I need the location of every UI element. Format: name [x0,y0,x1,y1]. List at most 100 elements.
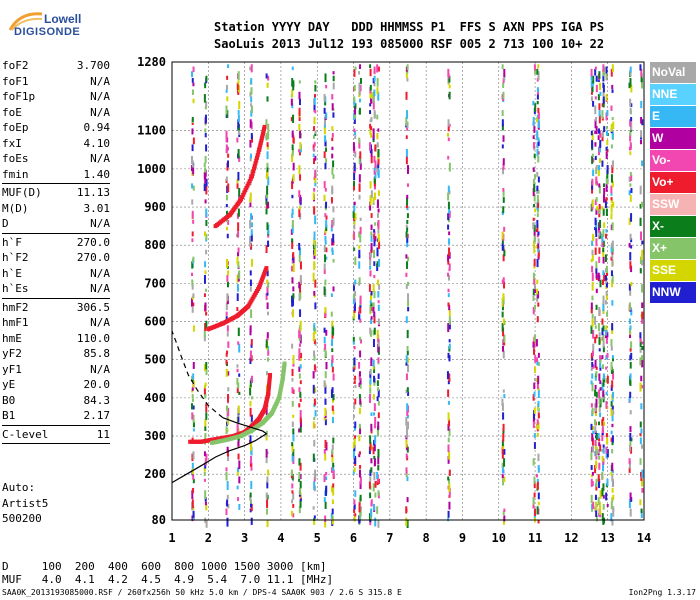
noise-speck [373,167,376,171]
param-value: 2.17 [83,409,111,422]
param-row: yE 20.0 [2,377,110,393]
noise-speck [324,240,327,245]
noise-speck [377,91,380,101]
x-tick-label: 9 [459,531,466,545]
noise-speck [313,158,316,165]
noise-speck [591,407,594,415]
noise-speck [537,501,540,506]
noise-speck [353,357,356,366]
noise-speck [377,318,380,325]
noise-speck [590,302,593,310]
noise-speck [591,295,594,301]
param-key: M(D) [2,201,29,215]
noise-speck [373,444,376,452]
noise-speck [373,176,376,184]
noise-speck [502,293,505,301]
noise-speck [629,252,632,261]
noise-speck [291,213,294,219]
noise-speck [352,185,355,191]
noise-speck [630,341,633,349]
noise-speck [267,240,270,247]
noise-speck [226,481,229,491]
noise-speck [359,378,362,385]
param-value: 3.01 [83,201,111,215]
noise-speck [373,366,376,374]
noise-speck [448,91,451,100]
noise-speck [298,373,301,379]
trace-point [240,195,245,200]
noise-speck [537,112,540,120]
noise-speck [611,449,614,454]
noise-speck [603,517,606,524]
noise-speck [601,513,604,521]
noise-speck [597,323,600,332]
noise-speck [605,146,608,151]
noise-speck [313,323,316,332]
noise-speck [640,254,643,260]
noise-speck [370,190,373,198]
noise-speck [606,449,609,458]
noise-speck [332,240,335,246]
noise-speck [448,378,451,382]
noise-speck [204,382,207,387]
param-row: foF1 N/A [2,74,110,90]
noise-speck [323,286,326,296]
noise-speck [324,407,327,416]
noise-speck [611,357,614,362]
noise-speck [373,169,376,175]
y-tick-label: 800 [144,238,166,252]
noise-speck [407,300,410,307]
noise-speck [448,355,451,362]
noise-speck [292,162,295,171]
noise-speck [236,485,239,490]
noise-speck [323,194,326,202]
noise-speck [372,364,375,370]
noise-speck [590,474,593,478]
noise-speck [447,288,450,293]
param-value: 11.13 [76,186,110,199]
trace-point [262,124,267,129]
noise-speck [376,329,379,339]
x-tick-label: 6 [350,531,357,545]
noise-speck [503,226,506,232]
noise-speck [606,352,609,358]
noise-speck [448,469,451,476]
noise-speck [314,279,317,288]
noise-speck [599,355,602,360]
noise-speck [595,75,598,82]
noise-speck [299,380,302,385]
noise-speck [353,508,356,513]
noise-speck [249,270,252,276]
noise-speck [376,142,379,148]
noise-speck [595,501,598,511]
noise-speck [299,364,302,369]
noise-speck [369,378,372,385]
noise-speck [536,213,539,217]
noise-speck [591,178,594,186]
noise-speck [312,272,315,282]
trace-point [254,155,259,160]
noise-speck [267,176,270,186]
noise-speck [265,203,268,209]
noise-speck [641,469,644,479]
noise-speck [373,82,376,87]
noise-speck [502,277,505,283]
noise-speck [237,119,240,128]
noise-speck [353,116,356,124]
noise-speck [641,318,644,324]
noise-speck [291,442,294,447]
param-row: h`F 270.0 [2,235,110,251]
noise-speck [537,71,540,81]
noise-speck [611,412,614,422]
noise-speck [598,348,601,352]
noise-speck [250,103,253,107]
noise-speck [502,432,505,442]
noise-speck [330,197,333,203]
noise-speck [598,462,601,470]
noise-speck [266,96,269,102]
noise-speck [236,137,239,143]
noise-speck [448,75,451,83]
noise-speck [249,199,252,208]
noise-speck [373,238,376,247]
noise-speck [192,293,195,299]
